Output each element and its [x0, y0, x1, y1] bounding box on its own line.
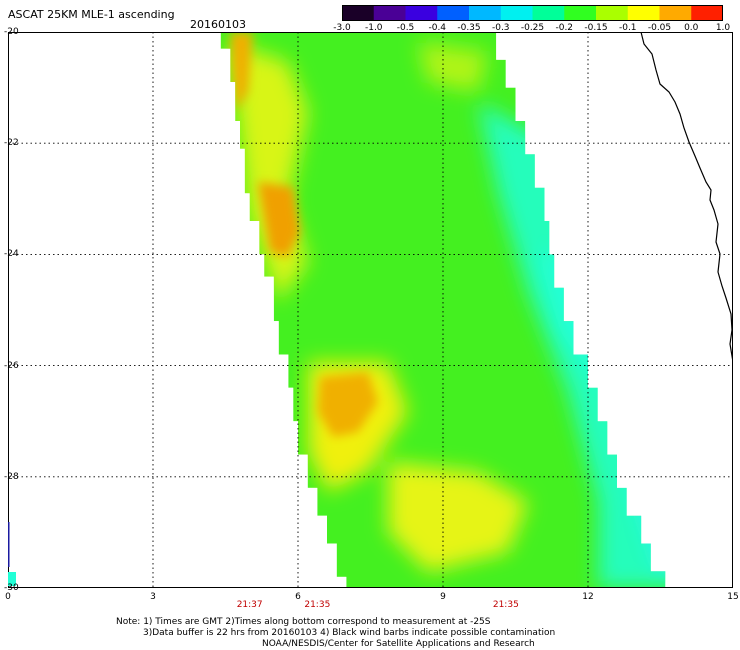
colorbar-segment	[437, 5, 470, 21]
pass-time-label: 21:37	[236, 600, 263, 610]
colorbar-segment	[596, 5, 629, 21]
colorbar-segment	[627, 5, 660, 21]
note-line-2: 3)Data buffer is 22 hrs from 20160103 4)…	[143, 628, 556, 638]
coastline	[640, 32, 733, 363]
pass-time-label: 21:35	[492, 600, 519, 610]
colorbar-segment	[469, 5, 502, 21]
note-line-1: Note: 1) Times are GMT 2)Times along bot…	[116, 617, 491, 627]
colorbar-segment	[500, 5, 533, 21]
colorbar-label: -0.1	[618, 23, 637, 33]
note-line-3: NOAA/NESDIS/Center for Satellite Applica…	[262, 639, 535, 649]
x-tick-label: 3	[150, 592, 156, 602]
x-tick-label: 0	[5, 592, 11, 602]
x-tick-label: 12	[582, 592, 594, 602]
colorbar-label: -0.35	[457, 23, 481, 33]
map-frame	[8, 32, 733, 588]
colorbar-segment	[564, 5, 597, 21]
colorbar-segment	[659, 5, 692, 21]
colorbar-segment	[373, 5, 406, 21]
colorbar-segment	[405, 5, 438, 21]
x-tick-label: 6	[295, 592, 301, 602]
map-title: ASCAT 25KM MLE-1 ascending	[8, 8, 175, 21]
colorbar-label: -0.3	[491, 23, 510, 33]
colorbar-label: -3.0	[333, 23, 351, 33]
pass-time-label: 21:35	[304, 600, 331, 610]
y-tick-label: -24	[4, 249, 19, 260]
ascat-swath	[220, 32, 666, 588]
ascat-map	[8, 32, 733, 588]
colorbar	[342, 5, 723, 21]
colorbar-label: -0.5	[396, 23, 415, 33]
colorbar-label: -0.15	[584, 23, 608, 33]
map-date: 20160103	[190, 18, 246, 31]
x-tick-label: 9	[440, 592, 446, 602]
colorbar-label: 1.0	[715, 23, 731, 33]
colorbar-segment	[342, 5, 375, 21]
colorbar-label: 0.0	[684, 23, 699, 33]
left-edge-mark	[8, 522, 10, 567]
colorbar-label: -0.25	[520, 23, 545, 33]
y-tick-label: -22	[4, 138, 19, 149]
x-tick-label: 15	[727, 592, 739, 602]
corner-patch	[8, 572, 16, 586]
y-tick-label: -20	[4, 27, 19, 37]
swath-orange-region	[230, 32, 378, 437]
colorbar-segment	[532, 5, 565, 21]
colorbar-segment	[691, 5, 723, 21]
colorbar-label: -0.2	[555, 23, 574, 33]
y-tick-label: -26	[4, 360, 19, 371]
colorbar-label: -0.05	[647, 23, 672, 33]
y-tick-label: -30	[4, 583, 19, 593]
colorbar-label: -1.0	[364, 23, 383, 33]
map-grid	[8, 32, 733, 588]
y-tick-label: -28	[4, 471, 19, 482]
colorbar-label: -0.4	[428, 23, 447, 33]
